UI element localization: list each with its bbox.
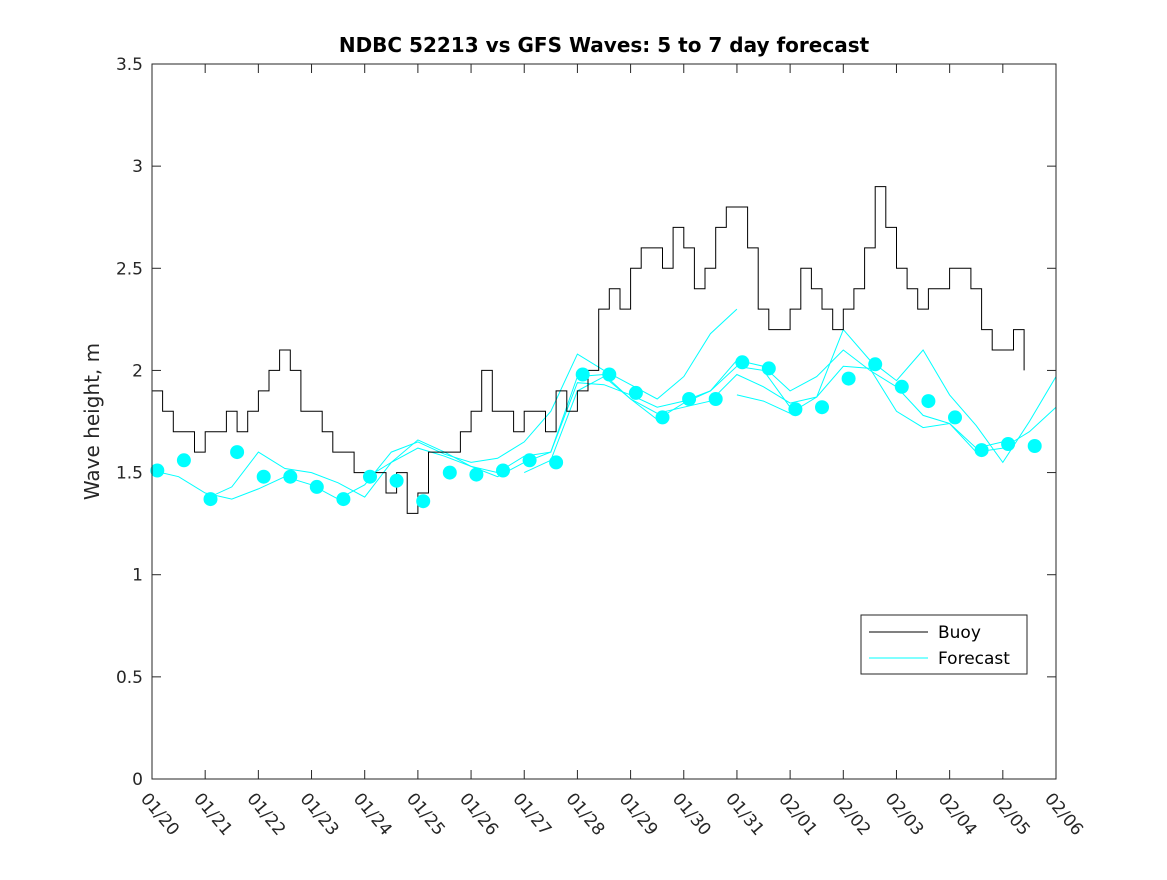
forecast-marker — [841, 371, 856, 386]
y-tick-label: 1 — [132, 566, 143, 586]
y-axis-label: Wave height, m — [80, 343, 104, 500]
forecast-marker — [1001, 437, 1016, 451]
y-tick-label: 3.5 — [116, 55, 143, 75]
forecast-marker — [336, 492, 351, 507]
forecast-marker — [602, 367, 617, 382]
legend-buoy-label: Buoy — [938, 623, 981, 643]
forecast-marker — [655, 410, 670, 425]
y-tick-labels: 0 0.5 1 1.5 2 2.5 3 3.5 — [116, 55, 143, 790]
forecast-marker — [868, 357, 883, 372]
forecast-marker — [682, 392, 697, 406]
legend-forecast-label: Forecast — [938, 649, 1010, 669]
forecast-marker — [974, 443, 989, 458]
forecast-marker — [256, 469, 271, 484]
forecast-marker — [921, 394, 936, 409]
forecast-marker — [628, 385, 643, 400]
forecast-marker — [230, 445, 245, 460]
chart-title: NDBC 52213 vs GFS Waves: 5 to 7 day fore… — [339, 33, 870, 57]
forecast-marker — [1027, 439, 1042, 453]
forecast-marker — [469, 467, 484, 482]
buoy-line — [152, 186, 1025, 514]
y-tick-label: 3 — [132, 157, 143, 177]
forecast-marker — [815, 400, 829, 415]
forecast-marker — [176, 453, 191, 468]
forecast-marker — [496, 463, 510, 478]
y-tick-label: 1.5 — [116, 464, 143, 484]
forecast-marker — [575, 367, 590, 382]
forecast-marker — [416, 494, 431, 509]
y-tick-label: 0 — [132, 770, 143, 790]
forecast-marker — [363, 469, 377, 484]
marker-layer — [150, 355, 1042, 509]
forecast-marker — [761, 361, 776, 376]
forecast-marker — [150, 463, 165, 478]
forecast-marker — [522, 453, 537, 468]
y-tick-label: 0.5 — [116, 668, 143, 688]
y-tick-label: 2.5 — [116, 259, 143, 279]
forecast-marker — [442, 465, 457, 480]
forecast-marker — [894, 379, 909, 394]
forecast-marker — [788, 402, 803, 417]
y-tick-label: 2 — [132, 361, 143, 381]
forecast-line — [523, 365, 1057, 474]
forecast-marker — [203, 492, 218, 507]
legend-box — [860, 614, 1028, 675]
forecast-marker — [549, 455, 564, 470]
legend: Buoy Forecast — [860, 614, 1028, 675]
forecast-marker — [735, 355, 750, 370]
forecast-marker — [309, 479, 324, 494]
forecast-marker — [283, 469, 298, 484]
forecast-marker — [948, 410, 962, 425]
forecast-marker — [708, 392, 723, 406]
forecast-marker — [389, 473, 404, 488]
axes-box — [151, 63, 1057, 780]
